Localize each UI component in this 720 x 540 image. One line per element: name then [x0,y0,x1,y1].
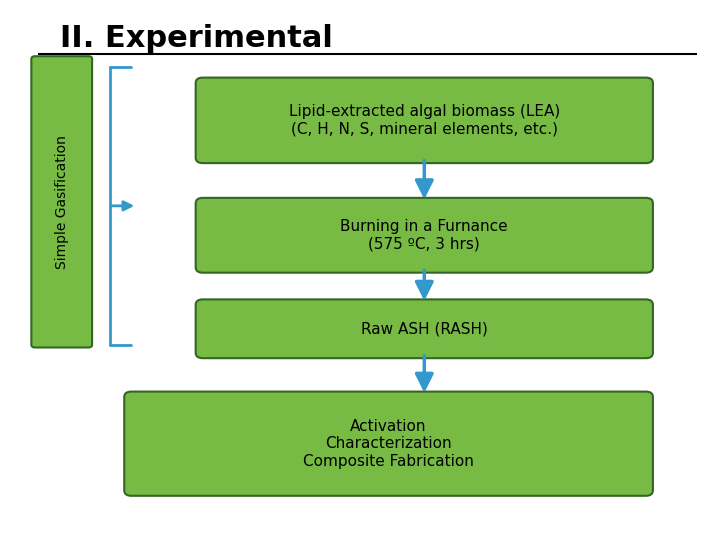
FancyBboxPatch shape [196,78,653,163]
FancyBboxPatch shape [196,299,653,358]
Text: II. Experimental: II. Experimental [60,24,333,53]
Text: Raw ASH (RASH): Raw ASH (RASH) [361,321,487,336]
FancyBboxPatch shape [196,198,653,273]
Text: Simple Gasification: Simple Gasification [55,135,68,269]
FancyBboxPatch shape [125,392,653,496]
FancyBboxPatch shape [32,56,92,348]
Text: Lipid-extracted algal biomass (LEA)
(C, H, N, S, mineral elements, etc.): Lipid-extracted algal biomass (LEA) (C, … [289,104,560,137]
Text: Burning in a Furnance
(575 ºC, 3 hrs): Burning in a Furnance (575 ºC, 3 hrs) [341,219,508,252]
Text: Activation
Characterization
Composite Fabrication: Activation Characterization Composite Fa… [303,419,474,469]
